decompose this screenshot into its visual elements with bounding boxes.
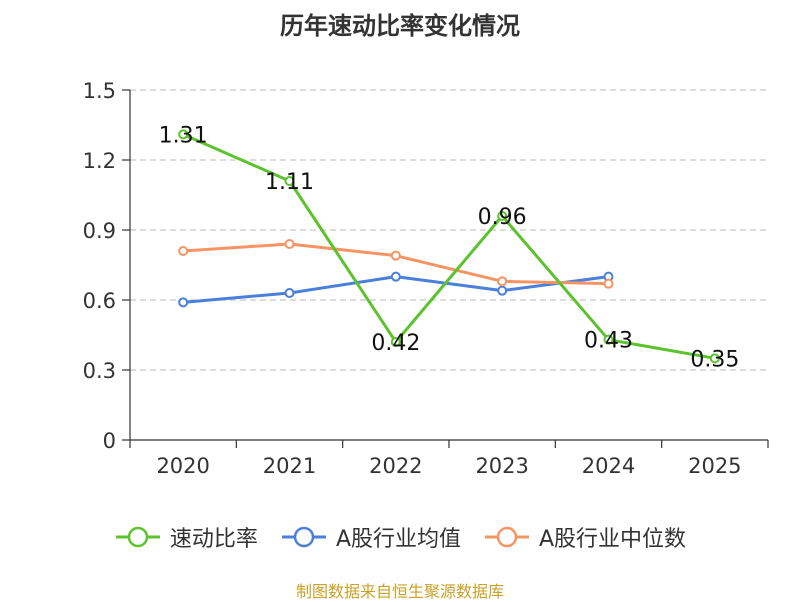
legend-item[interactable]: A股行业均值	[280, 521, 461, 553]
y-tick-label: 0.6	[83, 289, 116, 313]
data-point	[284, 176, 295, 186]
legend-item[interactable]: A股行业中位数	[483, 521, 686, 553]
source-note: 制图数据来自恒生聚源数据库	[295, 582, 504, 601]
data-point	[497, 285, 508, 296]
legend: 速动比率 A股行业均值 A股行业中位数	[0, 520, 800, 554]
x-tick-label: 2021	[263, 454, 316, 478]
legend-swatch-marker	[293, 526, 315, 548]
data-point	[284, 288, 295, 298]
series-lines	[178, 129, 720, 364]
data-point	[178, 246, 189, 256]
data-label: 0.42	[371, 331, 420, 356]
legend-swatch-icon	[115, 526, 160, 548]
data-labels: 1.31 1.11 0.42 0.96 0.43 0.35	[159, 123, 740, 372]
x-tick-label: 2024	[582, 454, 635, 478]
legend-swatch-marker	[496, 526, 518, 548]
data-point	[497, 276, 508, 287]
data-point	[178, 297, 189, 308]
data-point	[603, 334, 614, 345]
grid-lines	[130, 89, 768, 371]
legend-swatch-icon	[281, 526, 326, 548]
axes: 0 0.3 0.6 0.9 1.2 1.5 2020 2021 2022 2023 2024 2025	[83, 79, 769, 478]
data-point	[284, 239, 295, 249]
data-label: 1.11	[265, 170, 314, 195]
legend-swatch-icon	[485, 526, 529, 548]
data-point	[178, 129, 189, 140]
x-tick-label: 2020	[156, 454, 209, 478]
x-tick-label: 2022	[369, 454, 422, 478]
x-tick-label: 2023	[475, 454, 528, 478]
y-tick-label: 0.9	[83, 219, 116, 243]
legend-label: 速动比率	[169, 527, 258, 552]
x-tick-label: 2025	[688, 454, 741, 478]
data-point	[709, 353, 720, 364]
legend-label: A股行业均值	[335, 527, 461, 552]
data-point	[390, 271, 401, 282]
data-point	[390, 337, 401, 347]
data-point	[390, 250, 401, 261]
data-label: 0.35	[690, 347, 739, 372]
chart-title: 历年速动比率变化情况	[280, 12, 520, 40]
legend-item[interactable]: 速动比率	[114, 521, 258, 553]
data-label: 1.31	[159, 123, 208, 148]
y-tick-label: 0.3	[83, 359, 116, 383]
legend-label: A股行业中位数	[539, 527, 687, 552]
data-label: 0.96	[478, 205, 527, 230]
legend-swatch-marker	[127, 526, 149, 548]
series-line	[182, 132, 716, 360]
data-point	[603, 278, 614, 289]
data-point	[497, 211, 508, 221]
data-label: 0.43	[584, 329, 633, 354]
y-tick-label: 1.2	[83, 149, 116, 173]
line-chart: 0 0.3 0.6 0.9 1.2 1.5 2020 2021 2022 2023 2024 2025…	[83, 79, 769, 478]
y-tick-label: 1.5	[83, 79, 116, 103]
y-tick-label: 0	[103, 429, 116, 453]
